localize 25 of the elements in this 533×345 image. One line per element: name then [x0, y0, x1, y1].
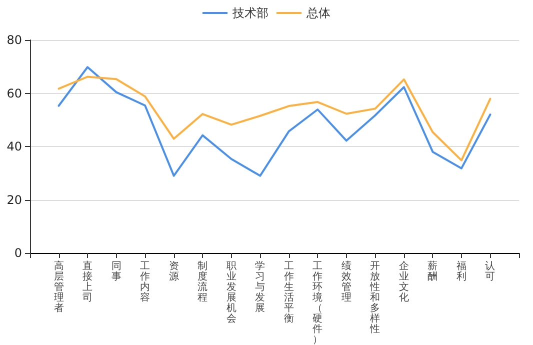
legend-label: 技术部 [232, 6, 268, 20]
x-tick-label: 工作内容 [139, 260, 150, 304]
x-tick-label: 绩效管理 [341, 260, 352, 304]
legend-label: 总体 [306, 6, 330, 20]
x-tick-label: 薪酬 [428, 260, 438, 282]
x-tick-label: 制度流程 [198, 260, 208, 304]
x-tick-label: 企业文化 [398, 260, 409, 304]
x-tick-label: 直接上司 [82, 260, 93, 304]
line-series [58, 66, 492, 177]
y-tick-label: 0 [14, 246, 22, 260]
x-tick-label: 学习与发展 [255, 260, 266, 314]
y-tick-label: 40 [6, 140, 22, 154]
x-tick-label: 认可 [485, 260, 496, 282]
x-tick-label: 资源 [168, 260, 179, 282]
x-tick-label: 高层管理者 [54, 260, 64, 314]
x-tick-label: 开放性和多样性 [369, 260, 380, 335]
y-tick-label: 20 [6, 192, 22, 207]
y-tick-label: 60 [6, 86, 22, 100]
y-tick-label: 80 [6, 33, 22, 47]
line-series [58, 76, 492, 162]
x-tick-label: 职业发展机会 [226, 260, 236, 324]
x-tick-label: 工作环境（硬件） [312, 260, 323, 345]
x-tick-label: 福利 [456, 260, 466, 282]
x-tick-label: 工作生活平衡 [282, 260, 294, 324]
x-tick-label: 同事 [111, 260, 122, 282]
